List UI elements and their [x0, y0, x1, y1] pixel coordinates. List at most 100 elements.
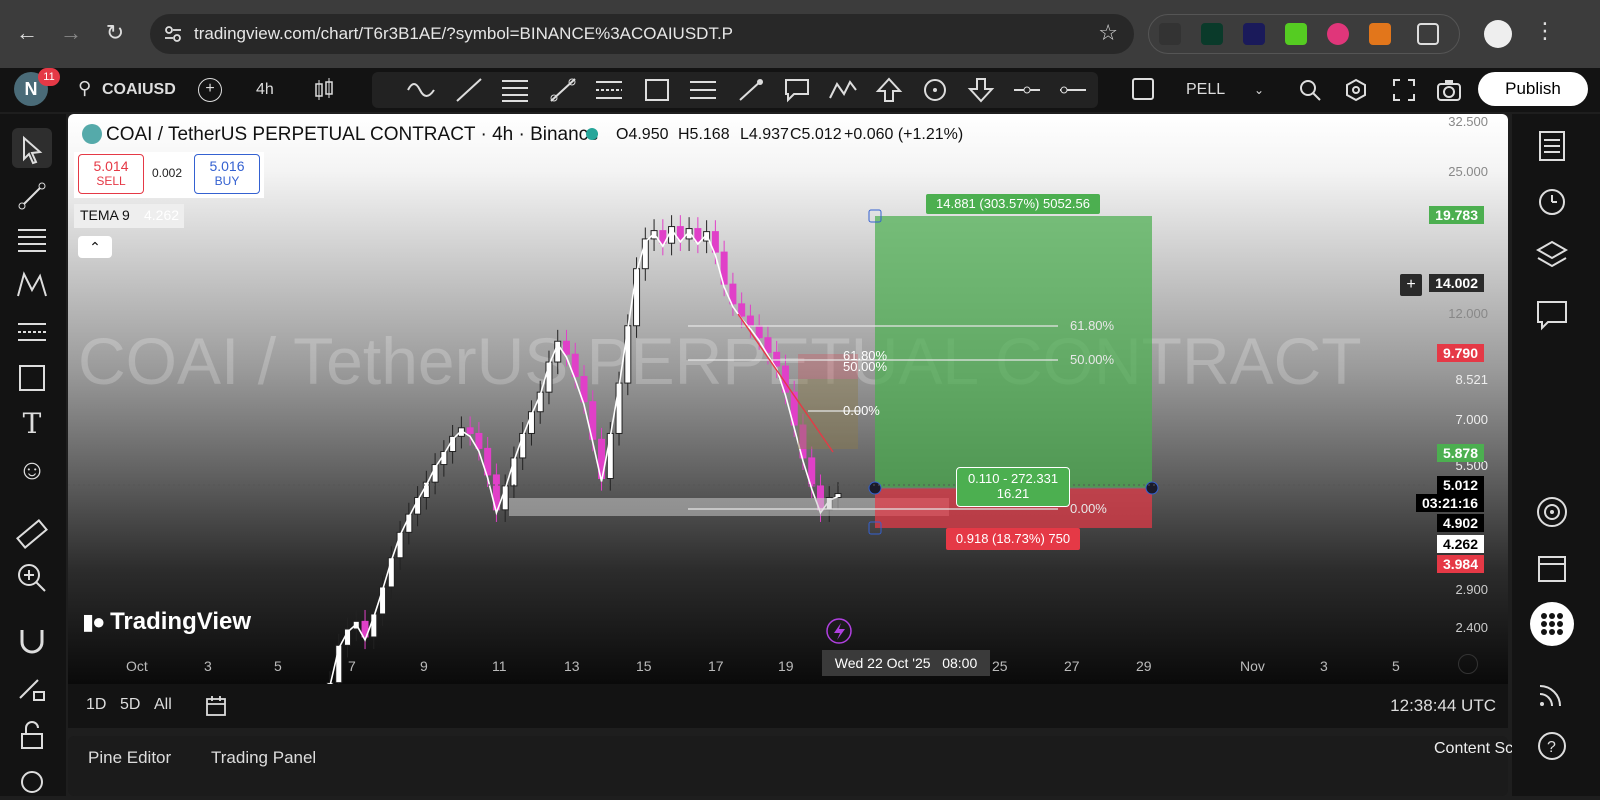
circle-tool-icon[interactable]	[920, 76, 950, 104]
bookmark-star-icon[interactable]: ☆	[1098, 20, 1118, 45]
sell-button[interactable]: 5.014 SELL	[78, 154, 144, 194]
camera-snapshot-icon[interactable]	[1436, 78, 1462, 102]
tab-pine-editor[interactable]: Pine Editor	[88, 748, 172, 767]
layers-icon[interactable]	[1532, 236, 1572, 276]
trend-line-tool-icon[interactable]	[454, 76, 484, 104]
compare-add-icon[interactable]: +	[198, 78, 222, 102]
entry-handle-right[interactable]	[1145, 481, 1159, 495]
time-tick-label: 27	[1064, 658, 1080, 674]
legend-title[interactable]: COAI / TetherUS PERPETUAL CONTRACT · 4h …	[106, 124, 599, 145]
search-icon[interactable]: ⚲	[78, 78, 92, 98]
interval-button[interactable]: 4h	[256, 81, 274, 98]
help-question-icon[interactable]: ?	[1532, 726, 1572, 766]
text-tool-icon[interactable]: T	[22, 407, 42, 440]
target-handle[interactable]	[868, 209, 882, 223]
target-label: 14.881 (303.57%) 5052.56	[926, 194, 1100, 214]
shape-rectangle-icon[interactable]	[14, 360, 50, 396]
price-chart[interactable]: COAI / TetherUS PERPETUAL CONTRACT 61.80…	[68, 114, 1508, 684]
horizontal-line-tool-icon[interactable]	[1058, 76, 1088, 104]
chart-settings-icon[interactable]	[1458, 654, 1478, 674]
indicator-value: 4.262	[144, 207, 180, 223]
settings-hexagon-icon[interactable]	[1344, 78, 1368, 102]
apps-grid-button[interactable]	[1530, 602, 1574, 646]
indicator-legend[interactable]: TEMA 9 4.262	[74, 204, 184, 228]
arrow-up-tool-icon[interactable]	[874, 76, 904, 104]
magnet-icon[interactable]	[14, 624, 50, 660]
extension-shield-icon[interactable]	[1327, 23, 1349, 45]
extension-bars-icon[interactable]	[1285, 23, 1307, 45]
ruler-measure-icon[interactable]	[14, 516, 50, 552]
fib-tool-icon[interactable]	[14, 222, 50, 258]
price-tick-label: 12.000	[1448, 306, 1488, 321]
left-drawing-toolbar: T ☺	[0, 114, 66, 796]
chevron-down-icon[interactable]: ⌄	[1254, 83, 1265, 97]
arrow-down-tool-icon[interactable]	[966, 76, 996, 104]
browser-menu-icon[interactable]: ⋮	[1534, 18, 1556, 43]
fib-label-0: 0.00%	[1070, 501, 1107, 516]
alarm-clock-icon[interactable]	[1532, 180, 1572, 220]
zoom-in-icon[interactable]	[14, 560, 50, 596]
calendar-icon[interactable]	[1532, 548, 1572, 588]
eye-icon[interactable]	[14, 764, 50, 800]
collapse-legend-chevron-up-icon[interactable]: ⌃	[78, 236, 112, 258]
trend-line-icon[interactable]	[14, 178, 50, 214]
brush-tool-icon[interactable]	[736, 76, 766, 104]
pattern-tool-icon[interactable]	[828, 76, 858, 104]
utc-clock[interactable]: 12:38:44 UTC	[1390, 696, 1496, 715]
horizontal-ray-tool-icon[interactable]	[1012, 76, 1042, 104]
events-lightning-icon[interactable]	[826, 618, 852, 644]
entry-handle-left[interactable]	[868, 481, 882, 495]
pattern-xabcd-icon[interactable]	[14, 268, 50, 304]
price-tick-label: 7.000	[1455, 412, 1488, 427]
tab-trading-panel[interactable]: Trading Panel	[211, 748, 317, 767]
layout-square-icon[interactable]	[1132, 78, 1154, 100]
metamask-fox-icon[interactable]	[1369, 23, 1391, 45]
chart-canvas[interactable]: COAI / TetherUS PERPETUAL CONTRACT 61.80…	[68, 114, 1508, 684]
range-1d-button[interactable]: 1D	[86, 696, 107, 713]
go-to-date-calendar-icon[interactable]	[204, 694, 230, 718]
candles-chart-type-icon[interactable]	[314, 78, 334, 102]
fullscreen-icon[interactable]	[1392, 78, 1416, 102]
profile-avatar[interactable]	[1484, 20, 1512, 48]
add-alert-plus-icon[interactable]: +	[1400, 274, 1422, 296]
cursor-arrow-icon[interactable]	[14, 132, 50, 168]
tradingview-logo: ▮● TradingView	[82, 608, 251, 636]
extension-dark-icon[interactable]	[1243, 23, 1265, 45]
rectangle-tool-icon[interactable]	[642, 76, 672, 104]
lock-icon[interactable]	[14, 718, 50, 754]
back-arrow-icon[interactable]: ←	[16, 20, 38, 45]
pitchfork-tool-icon[interactable]	[548, 76, 578, 104]
publish-button[interactable]: Publish	[1478, 72, 1588, 106]
stop-handle[interactable]	[868, 521, 882, 535]
address-bar[interactable]: tradingview.com/chart/T6r3B1AE/?symbol=B…	[150, 14, 1134, 54]
time-axis[interactable]: Oct 3 5 7 9 11 13 15 17 19 25 27 29 Nov 3 5	[68, 650, 1508, 684]
forward-arrow-icon[interactable]: →	[60, 20, 82, 45]
symbol-logo-icon	[82, 124, 102, 144]
signal-stream-icon[interactable]	[1532, 674, 1572, 714]
symbol-search-button[interactable]: COAIUSD	[102, 81, 176, 98]
wave-tool-icon[interactable]	[406, 76, 436, 104]
forecast-tool-icon[interactable]	[14, 314, 50, 350]
gann-box-tool-icon[interactable]	[688, 76, 718, 104]
site-settings-icon[interactable]	[164, 25, 182, 43]
time-tick-label: 5	[1392, 658, 1400, 674]
candle-body	[633, 268, 641, 327]
layout-name-button[interactable]: PELL	[1186, 81, 1226, 98]
emoji-smiley-icon[interactable]: ☺	[17, 454, 47, 485]
pencil-lock-icon[interactable]	[14, 670, 50, 706]
reload-icon[interactable]: ↻	[105, 20, 125, 45]
extension-wave-icon[interactable]	[1159, 23, 1181, 45]
watchlist-icon[interactable]	[1532, 126, 1572, 166]
buy-button[interactable]: 5.016 BUY	[194, 154, 260, 194]
fib-retracement-tool-icon[interactable]	[500, 76, 530, 104]
parallel-channel-tool-icon[interactable]	[594, 76, 624, 104]
callout-tool-icon[interactable]	[782, 76, 812, 104]
extension-chart-icon[interactable]	[1201, 23, 1223, 45]
extensions-puzzle-icon[interactable]	[1417, 23, 1439, 45]
position-info-box[interactable]: 0.110 - 272.331 16.21	[956, 467, 1070, 507]
target-scope-icon[interactable]	[1532, 492, 1572, 532]
chat-bubble-icon[interactable]	[1532, 294, 1572, 334]
range-all-button[interactable]: All	[154, 696, 172, 713]
alert-search-icon[interactable]	[1298, 78, 1322, 102]
range-5d-button[interactable]: 5D	[120, 696, 141, 713]
